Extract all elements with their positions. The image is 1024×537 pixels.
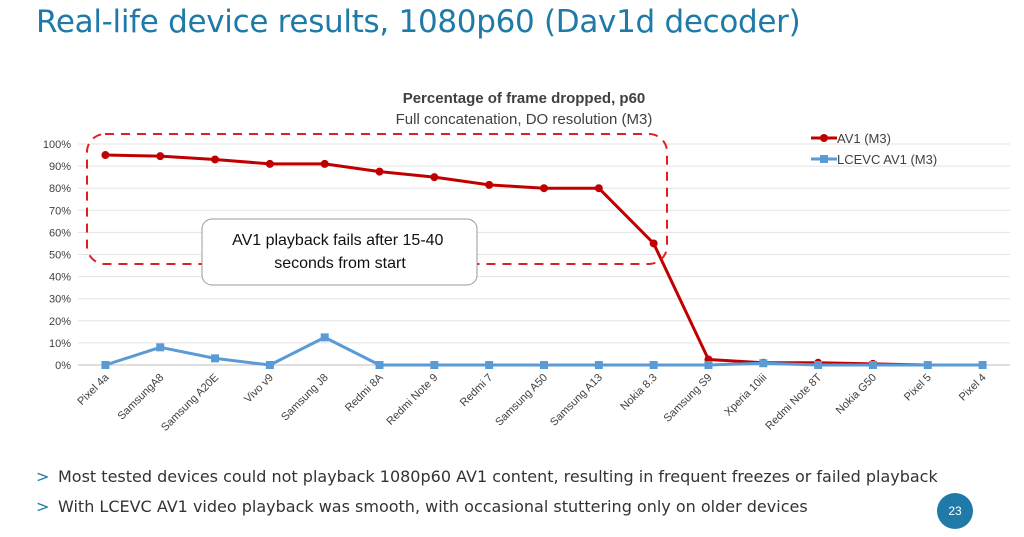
x-tick-label: SamsungA8 — [115, 372, 166, 423]
data-point — [375, 167, 384, 176]
data-point — [430, 173, 439, 182]
y-tick-label: 80% — [49, 183, 71, 195]
bullet-marker: > — [36, 497, 50, 516]
series-layer — [101, 151, 987, 369]
y-tick-label: 50% — [49, 250, 71, 262]
data-point — [101, 361, 110, 369]
chart-legend: AV1 (M3) LCEVC AV1 (M3) — [811, 131, 937, 167]
data-point — [211, 354, 220, 363]
data-point — [320, 159, 329, 168]
y-tick-label: 100% — [43, 139, 71, 151]
page-number-badge: 23 — [937, 493, 973, 529]
slide-title: Real-life device results, 1080p60 (Dav1d… — [36, 4, 801, 40]
data-point — [540, 184, 548, 193]
y-tick-label: 20% — [49, 316, 71, 328]
x-tick-label: Redmi Note 9 — [384, 372, 440, 428]
data-point — [978, 361, 987, 369]
x-tick-label: Pixel 5 — [902, 372, 934, 404]
y-tick-label: 70% — [49, 205, 71, 217]
line-chart: Percentage of frame dropped, p60 Full co… — [43, 90, 1010, 434]
chart-gridlines — [78, 143, 1010, 366]
data-point — [649, 361, 658, 369]
x-tick-label: Samsung S9 — [662, 372, 715, 425]
chart-subtitle: Full concatenation, DO resolution (M3) — [396, 111, 653, 128]
bullet-text: Most tested devices could not playback 1… — [58, 467, 938, 486]
x-tick-label: Nokia G50 — [834, 372, 879, 417]
data-point — [156, 343, 165, 352]
annotation-text: AV1 playback fails after 15-40 seconds f… — [232, 232, 448, 272]
data-point — [101, 151, 110, 160]
x-tick-label: Samsung J8 — [279, 372, 331, 424]
bullet-list: > Most tested devices could not playback… — [36, 462, 938, 522]
x-tick-label: Samsung A20E — [159, 372, 221, 434]
data-point — [156, 152, 165, 161]
x-tick-label: Pixel 4 — [957, 372, 989, 404]
data-point — [375, 361, 384, 369]
legend-label: LCEVC AV1 (M3) — [837, 152, 937, 167]
x-tick-label: Redmi Note 8T — [763, 371, 824, 432]
legend-marker — [820, 155, 828, 163]
legend-marker — [820, 134, 828, 142]
bullet-marker: > — [36, 467, 50, 486]
x-tick-label: Nokia 8.3 — [618, 372, 659, 413]
x-tick-label: Redmi 7 — [458, 372, 495, 409]
annotation-callout: AV1 playback fails after 15-40 seconds f… — [201, 218, 478, 286]
bullet-item: > Most tested devices could not playback… — [36, 462, 938, 492]
x-tick-label: Pixel 4a — [75, 371, 112, 408]
chart-title: Percentage of frame dropped, p60 — [403, 90, 646, 107]
x-tick-label: Samsung A13 — [548, 372, 605, 429]
data-point — [320, 333, 329, 342]
x-tick-label: Samsung A50 — [493, 372, 550, 429]
data-point — [265, 361, 274, 369]
bullet-text: With LCEVC AV1 video playback was smooth… — [58, 497, 808, 516]
y-axis: 0% 10% 20% 30% 40% 50% 60% 70% 80% 90% 100% — [43, 139, 71, 372]
y-tick-label: 30% — [49, 294, 71, 306]
y-tick-label: 0% — [55, 360, 71, 372]
y-tick-label: 40% — [49, 272, 71, 284]
data-point — [814, 361, 823, 369]
data-point — [485, 361, 494, 369]
data-point — [265, 159, 274, 168]
data-point — [868, 361, 877, 369]
x-tick-label: Vivo v9 — [242, 372, 276, 406]
data-point — [540, 361, 548, 369]
data-point — [430, 361, 439, 369]
y-tick-label: 60% — [49, 227, 71, 239]
data-point — [211, 155, 220, 164]
data-point — [594, 184, 603, 193]
y-tick-label: 90% — [49, 161, 71, 173]
legend-label: AV1 (M3) — [837, 131, 891, 146]
data-point — [923, 361, 932, 369]
data-point — [759, 359, 768, 368]
data-point — [704, 361, 713, 369]
series-line — [104, 335, 983, 367]
x-tick-label: Xperia 10iii — [722, 372, 769, 419]
data-point — [485, 180, 494, 189]
bullet-item: > With LCEVC AV1 video playback was smoo… — [36, 492, 938, 522]
x-tick-label: Redmi 8A — [343, 371, 386, 414]
data-point — [594, 361, 603, 369]
data-point — [649, 239, 658, 248]
y-tick-label: 10% — [49, 338, 71, 350]
